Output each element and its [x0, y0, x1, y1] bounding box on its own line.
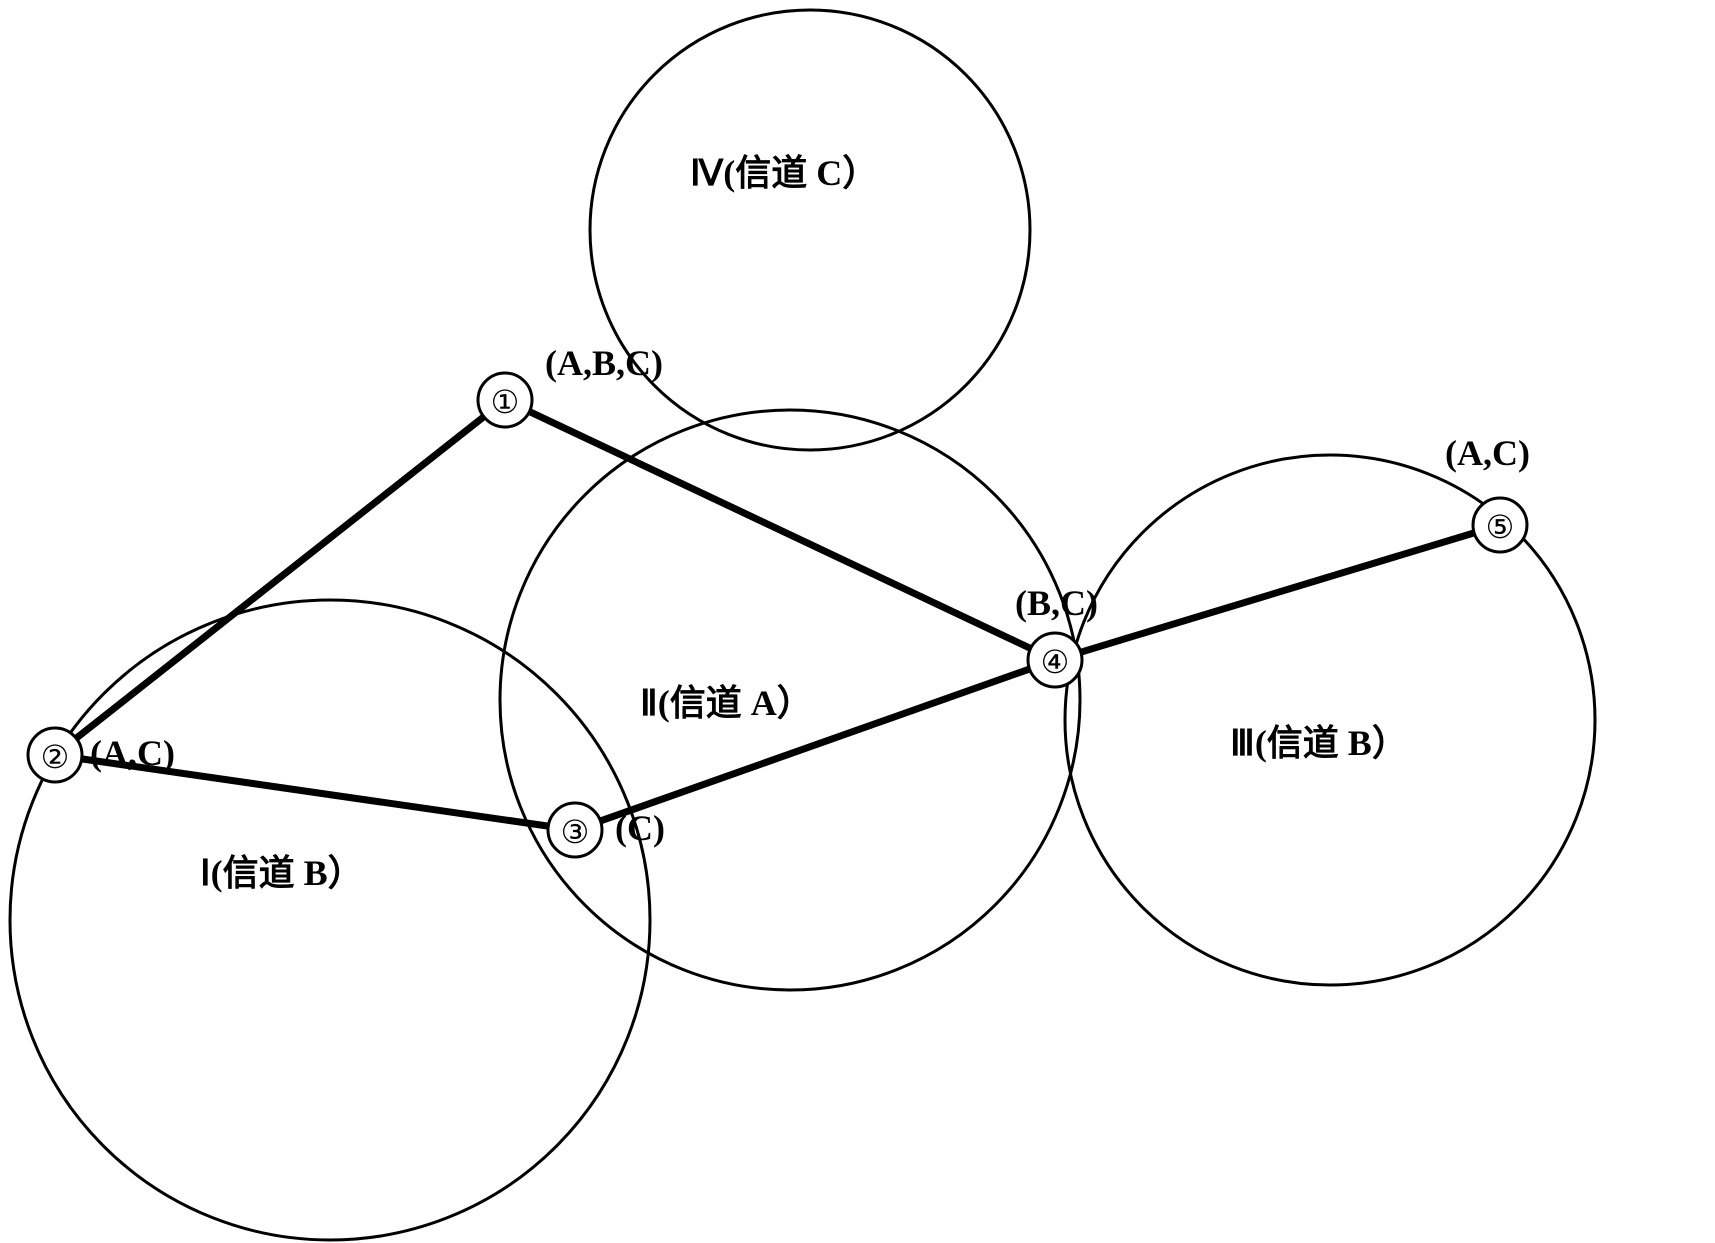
edge-4-5: [1081, 533, 1474, 652]
node-channels-1: (A,B,C): [545, 343, 663, 383]
region-circle-IV: [590, 10, 1030, 450]
node-channels-3: (C): [615, 808, 665, 848]
node-channels-4: (B,C): [1015, 583, 1098, 623]
network-diagram: ① ② ③ ④ ⑤ Ⅰ(信道 B） Ⅱ(信道 A） Ⅲ(信道 B） Ⅳ(信道 C） (A,B,C…: [0, 0, 1715, 1243]
region-label-I: Ⅰ(信道 B）: [200, 853, 364, 893]
edge-1-2: [76, 417, 484, 739]
region-label-II: Ⅱ(信道 A）: [640, 683, 813, 723]
regions-layer: [10, 10, 1595, 1240]
node-channels-2: (A,C): [90, 733, 175, 773]
node-number-1: ①: [491, 384, 520, 420]
node-number-4: ④: [1041, 644, 1070, 680]
node-number-5: ⑤: [1486, 509, 1515, 545]
labels-layer: Ⅰ(信道 B） Ⅱ(信道 A） Ⅲ(信道 B） Ⅳ(信道 C） (A,B,C) (A,C)…: [90, 153, 1530, 893]
region-label-IV: Ⅳ(信道 C）: [690, 153, 878, 193]
region-circle-I: [10, 600, 650, 1240]
node-number-2: ②: [41, 739, 70, 775]
node-channels-5: (A,C): [1445, 433, 1530, 473]
region-label-III: Ⅲ(信道 B）: [1230, 723, 1408, 763]
edges-layer: [76, 412, 1474, 827]
node-number-3: ③: [561, 814, 590, 850]
